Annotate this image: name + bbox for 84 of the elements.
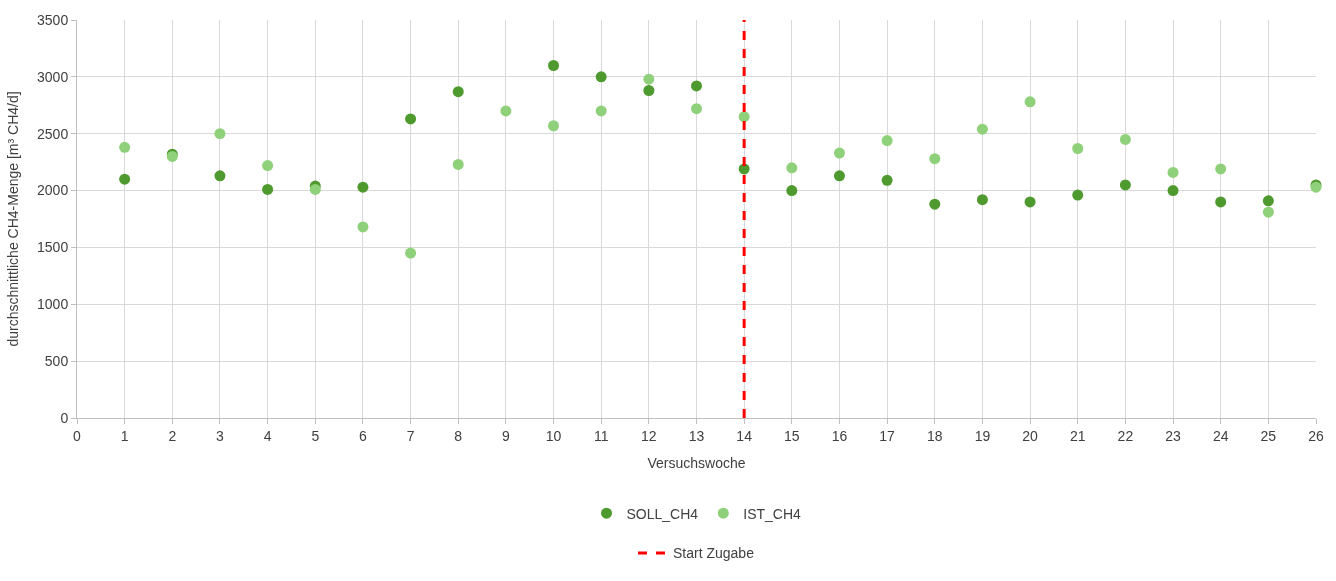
x-tick-label: 6	[359, 427, 368, 444]
point	[976, 194, 988, 206]
point	[119, 173, 131, 185]
x-tick-label: 24	[1212, 427, 1229, 444]
x-tick-label: 3	[216, 427, 225, 444]
x-tick-label: 22	[1117, 427, 1134, 444]
x-tick-label: 7	[406, 427, 415, 444]
legend-label: SOLL_CH4	[626, 505, 699, 522]
point	[595, 71, 607, 83]
point	[1262, 195, 1274, 207]
x-tick-label: 11	[593, 427, 609, 444]
x-tick-label: 19	[974, 427, 991, 444]
x-tick-label: 8	[454, 427, 463, 444]
x-tick-label: 26	[1308, 427, 1324, 444]
x-tick-label: 20	[1022, 427, 1039, 444]
y-tick-label: 1000	[37, 296, 69, 313]
y-tick-label: 1500	[37, 239, 69, 256]
point	[833, 170, 845, 182]
x-tick-label: 5	[311, 427, 320, 444]
x-tick-label: 15	[784, 427, 800, 444]
x-tick-label: 17	[879, 427, 896, 444]
point	[119, 141, 131, 153]
point	[929, 153, 941, 165]
x-tick-label: 18	[926, 427, 943, 444]
point	[1072, 189, 1084, 201]
point	[833, 147, 845, 159]
x-tick-label: 13	[688, 427, 705, 444]
legend-label: Start Zugabe	[673, 545, 755, 562]
point	[1119, 133, 1131, 145]
point	[1072, 143, 1084, 154]
x-tick-label: 23	[1165, 427, 1182, 444]
x-tick-label: 21	[1069, 427, 1086, 444]
x-tick-label: 2	[168, 427, 177, 444]
point	[452, 86, 464, 98]
point	[357, 181, 369, 193]
point	[500, 105, 512, 117]
point	[262, 183, 274, 195]
y-tick-label: 2000	[37, 182, 69, 199]
point	[786, 162, 798, 174]
x-tick-label: 4	[263, 427, 272, 444]
point	[691, 103, 702, 115]
point	[1167, 185, 1179, 197]
point	[548, 120, 560, 132]
point	[1167, 166, 1179, 178]
point	[643, 73, 655, 85]
x-tick-label: 9	[501, 427, 510, 444]
point	[786, 185, 798, 197]
point	[929, 198, 941, 210]
point	[738, 111, 750, 123]
point	[262, 160, 274, 172]
x-tick-label: 0	[73, 427, 82, 444]
point	[691, 80, 702, 92]
y-tick-label: 500	[44, 353, 69, 370]
y-tick-label: 3000	[37, 68, 69, 85]
y-tick-label: 0	[60, 409, 69, 426]
point	[881, 174, 893, 186]
point	[1024, 96, 1036, 108]
x-tick-label: 16	[831, 427, 848, 444]
point	[1024, 196, 1036, 208]
point	[1215, 196, 1227, 208]
point	[405, 113, 417, 125]
point	[881, 135, 893, 147]
x-tick-label: 1	[120, 427, 129, 444]
point	[595, 105, 607, 117]
point	[976, 123, 988, 135]
point	[1215, 163, 1227, 175]
y-tick-label: 3500	[37, 11, 69, 28]
point	[214, 128, 226, 140]
y-axis-title: durchschnittliche CH4-Menge [m³ CH4/d]	[4, 91, 21, 347]
x-axis-title: Versuchswoche	[647, 455, 746, 472]
y-tick-label: 2500	[37, 125, 69, 142]
x-tick-label: 25	[1260, 427, 1277, 444]
legend-label: IST_CH4	[743, 505, 802, 522]
point	[1119, 179, 1131, 191]
point	[548, 59, 560, 71]
point	[405, 247, 417, 259]
point	[1262, 206, 1274, 218]
point	[643, 85, 655, 96]
point	[452, 158, 464, 170]
x-tick-label: 12	[641, 427, 657, 444]
x-tick-label: 14	[736, 427, 753, 444]
point	[357, 221, 369, 233]
point	[214, 170, 226, 182]
x-tick-label: 10	[545, 427, 562, 444]
